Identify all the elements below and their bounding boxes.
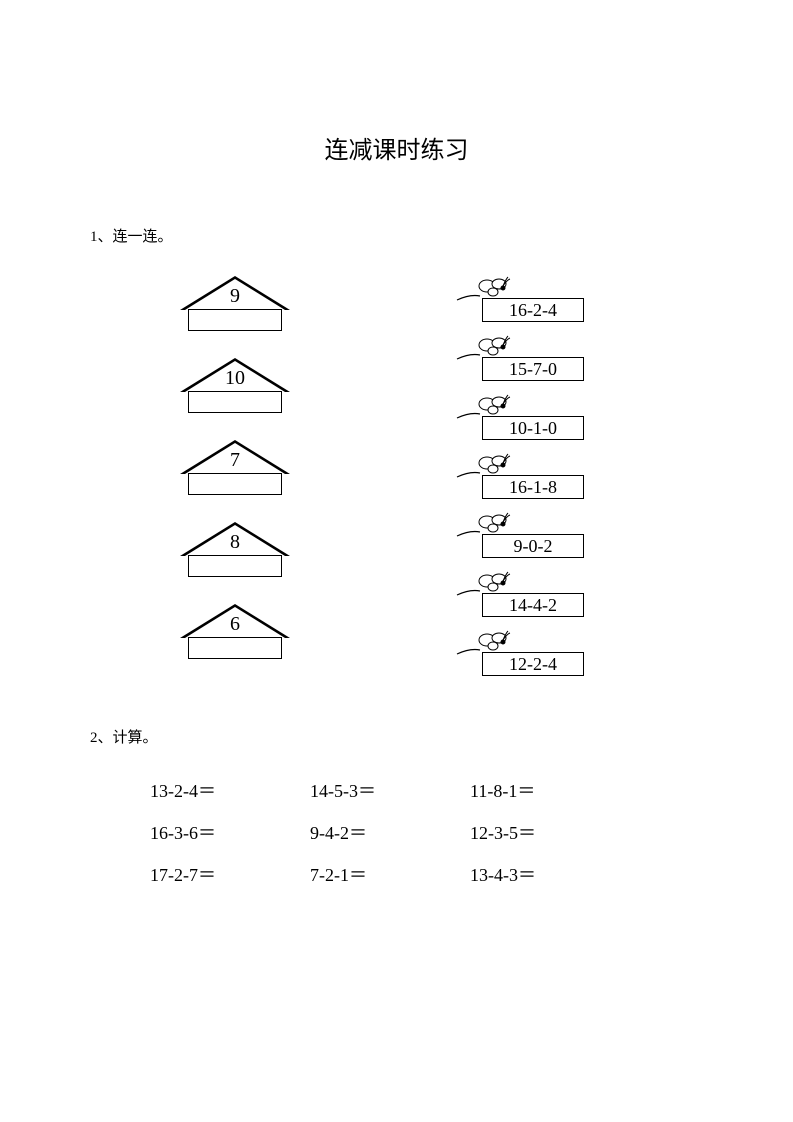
expression-item: 14-4-2	[470, 571, 600, 617]
house-item: 8	[180, 522, 290, 580]
house-base	[188, 637, 282, 659]
butterfly-icon	[455, 510, 525, 540]
calc-cell: 17-2-7＝	[150, 861, 310, 887]
worksheet-page: 连减课时练习 1、连一连。 9 10 7	[0, 0, 793, 1122]
butterfly-icon	[455, 333, 525, 363]
house-base	[188, 391, 282, 413]
expression-item: 15-7-0	[470, 335, 600, 381]
calc-cell: 11-8-1＝	[470, 777, 630, 803]
calc-cell: 13-4-3＝	[470, 861, 630, 887]
butterfly-icon	[455, 392, 525, 422]
house-number: 6	[180, 613, 290, 636]
expression-item: 16-2-4	[470, 276, 600, 322]
butterfly-icon	[455, 628, 525, 658]
house-number: 9	[180, 285, 290, 308]
expression-item: 16-1-8	[470, 453, 600, 499]
house-base	[188, 473, 282, 495]
house-item: 9	[180, 276, 290, 334]
house-item: 7	[180, 440, 290, 498]
butterfly-icon	[455, 451, 525, 481]
expression-item: 12-2-4	[470, 630, 600, 676]
house-base	[188, 309, 282, 331]
page-title: 连减课时练习	[90, 130, 703, 165]
question-2-label: 2、计算。	[90, 726, 703, 747]
expression-item: 9-0-2	[470, 512, 600, 558]
expression-item: 10-1-0	[470, 394, 600, 440]
calc-cell: 12-3-5＝	[470, 819, 630, 845]
house-number: 10	[180, 367, 290, 390]
expressions-column: 16-2-4 15-7-0	[470, 276, 600, 676]
calc-cell: 7-2-1＝	[310, 861, 470, 887]
houses-column: 9 10 7 8	[180, 276, 290, 676]
butterfly-icon	[455, 569, 525, 599]
butterfly-icon	[455, 274, 525, 304]
house-base	[188, 555, 282, 577]
calculation-grid: 13-2-4＝ 14-5-3＝ 11-8-1＝ 16-3-6＝ 9-4-2＝ 1…	[90, 777, 703, 887]
matching-section: 9 10 7 8	[90, 276, 703, 676]
house-number: 8	[180, 531, 290, 554]
calc-cell: 13-2-4＝	[150, 777, 310, 803]
question-1-label: 1、连一连。	[90, 225, 703, 246]
calc-cell: 9-4-2＝	[310, 819, 470, 845]
house-number: 7	[180, 449, 290, 472]
house-item: 6	[180, 604, 290, 662]
house-item: 10	[180, 358, 290, 416]
calc-cell: 14-5-3＝	[310, 777, 470, 803]
calc-cell: 16-3-6＝	[150, 819, 310, 845]
